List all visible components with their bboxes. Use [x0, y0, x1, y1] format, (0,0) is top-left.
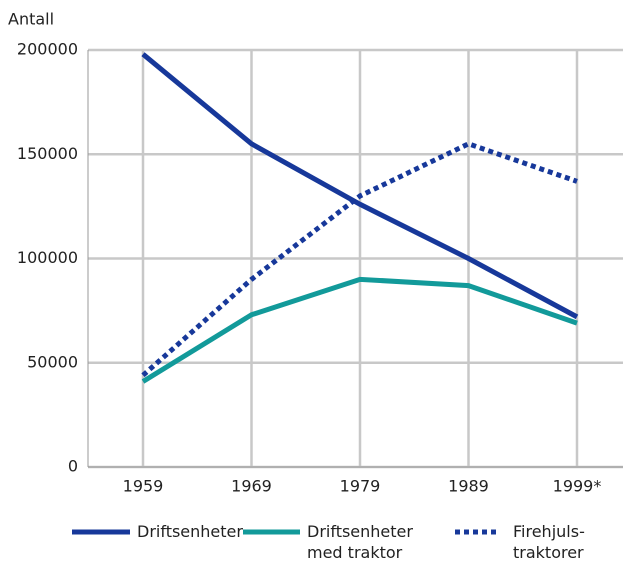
- series-line: [141, 141, 578, 378]
- x-tick-label: 1959: [123, 477, 164, 496]
- x-tick-label: 1969: [231, 477, 272, 496]
- x-tick-label: 1989: [448, 477, 489, 496]
- y-tick-label: 0: [68, 457, 78, 476]
- legend-label: Driftsenheter: [137, 522, 243, 541]
- y-tick-label: 50000: [27, 352, 78, 371]
- y-tick-label: 100000: [17, 248, 78, 267]
- x-tick-label: 1979: [340, 477, 381, 496]
- legend-label: Firehjuls- traktorer: [513, 522, 585, 562]
- series-line: [141, 52, 579, 320]
- y-tick-label: 200000: [17, 40, 78, 59]
- y-axis-label: Antall: [8, 10, 54, 29]
- series-line: [141, 276, 578, 384]
- legend-label: Driftsenheter med traktor: [307, 522, 413, 562]
- y-tick-label: 150000: [17, 144, 78, 163]
- x-tick-label: 1999*: [553, 477, 602, 496]
